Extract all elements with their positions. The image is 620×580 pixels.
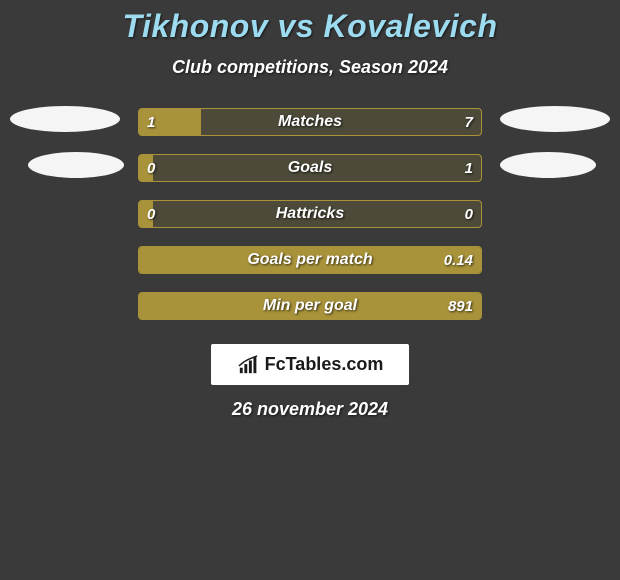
comparison-subtitle: Club competitions, Season 2024 — [0, 57, 620, 78]
stat-label: Hattricks — [276, 205, 344, 223]
stat-right-value: 0.14 — [444, 252, 473, 269]
stat-label: Matches — [278, 113, 342, 131]
stat-bars: 1 Matches 7 0 Goals 1 0 Hattricks 0 Goals per mat… — [138, 108, 482, 320]
left-avatar-column — [10, 108, 120, 178]
stat-left-value: 0 — [147, 206, 155, 223]
brand-badge[interactable]: FcTables.com — [211, 344, 410, 385]
stat-bar: 0 Hattricks 0 — [138, 200, 482, 228]
stat-bar: Goals per match 0.14 — [138, 246, 482, 274]
stat-left-value: 1 — [147, 114, 155, 131]
player-left-avatar-1 — [10, 106, 120, 132]
stat-label: Min per goal — [263, 297, 357, 315]
stat-bar: 0 Goals 1 — [138, 154, 482, 182]
stat-label: Goals — [288, 159, 332, 177]
comparison-title: Tikhonov vs Kovalevich — [0, 8, 620, 45]
date-label: 26 november 2024 — [0, 399, 620, 420]
brand-text: FcTables.com — [265, 354, 384, 375]
stats-area: 1 Matches 7 0 Goals 1 0 Hattricks 0 Goals per mat… — [0, 108, 620, 320]
player-right-avatar-1 — [500, 106, 610, 132]
stat-right-value: 1 — [465, 160, 473, 177]
player-left-avatar-2 — [28, 152, 124, 178]
stat-bar: Min per goal 891 — [138, 292, 482, 320]
stat-bar: 1 Matches 7 — [138, 108, 482, 136]
stat-right-value: 7 — [465, 114, 473, 131]
stat-left-value: 0 — [147, 160, 155, 177]
stat-label: Goals per match — [247, 251, 372, 269]
stat-right-value: 0 — [465, 206, 473, 223]
brand-chart-icon — [237, 355, 259, 375]
player-right-avatar-2 — [500, 152, 596, 178]
stat-right-value: 891 — [448, 298, 473, 315]
right-avatar-column — [500, 108, 610, 178]
